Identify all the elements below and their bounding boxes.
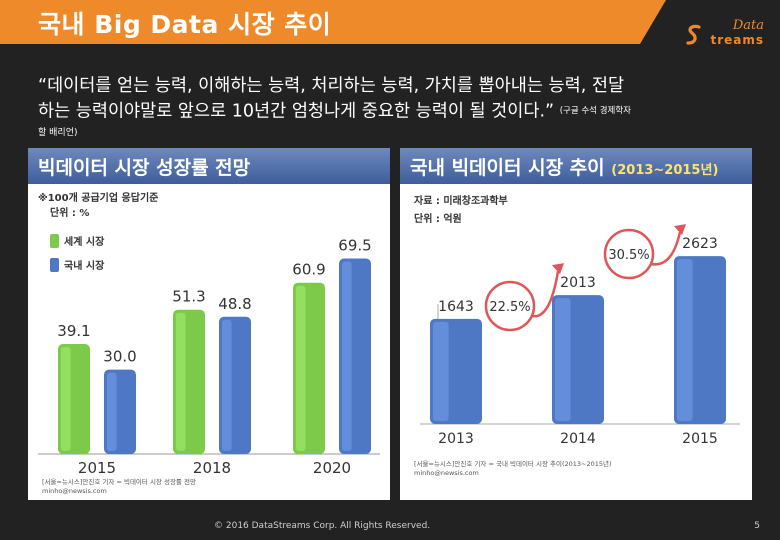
x-tick-1: 2018 bbox=[193, 459, 231, 477]
value-label-1-1: 48.8 bbox=[218, 295, 251, 313]
growth-bubble-1 bbox=[603, 228, 655, 280]
trend-value-2: 2623 bbox=[682, 236, 718, 252]
value-label-0-1: 51.3 bbox=[172, 288, 205, 306]
slide-title: 국내 Big Data 시장 추이 bbox=[38, 10, 332, 39]
quote-line-2-wrapper: 하는 능력이야말로 앞으로 10년간 엄청나게 중요한 능력이 될 것이다.” … bbox=[38, 99, 768, 125]
quote-text: “데이터를 얻는 능력, 이해하는 능력, 처리하는 능력, 가치를 뽑아내는 … bbox=[38, 74, 768, 125]
chart1-unit: 단위 : % bbox=[50, 206, 89, 219]
growth-forecast-header: 빅데이터 시장 성장률 전망 bbox=[28, 148, 390, 184]
chart1-source: [서울=뉴시스]안진호 기자 = 빅데이터 시장 성장률 전망 bbox=[42, 477, 196, 486]
legend-swatch-1 bbox=[50, 258, 59, 272]
growth-label-1: 30.5% bbox=[608, 248, 649, 263]
chart2-source-label: 자료 : 미래창조과학부 bbox=[414, 194, 508, 207]
domestic-trend-chart: 자료 : 미래창조과학부 단위 : 억원 [서울=뉴시스]안진호 기자 = 국내… bbox=[414, 194, 740, 477]
trend-bar-2-highlight bbox=[677, 259, 693, 421]
logo-word-streams: treams bbox=[710, 33, 764, 47]
domestic-trend-title-wrapper: 국내 빅데이터 시장 추이 (2013~2015년) bbox=[410, 153, 718, 180]
quote-source-continued: 할 배리언) bbox=[38, 128, 78, 138]
value-label-0-2: 60.9 bbox=[292, 261, 325, 279]
trend-bar-1-highlight bbox=[555, 298, 571, 421]
growth-label-0: 22.5% bbox=[489, 300, 530, 315]
trend-x-tick-2: 2015 bbox=[682, 431, 718, 447]
bar-0-2-highlight bbox=[296, 285, 306, 451]
bar-0-1-highlight bbox=[176, 312, 186, 451]
growth-forecast-panel: 빅데이터 시장 성장률 전망 ※100개 공급기업 응답기준 단위 : % [서… bbox=[28, 148, 390, 500]
x-tick-0: 2015 bbox=[78, 459, 116, 477]
trend-value-1: 2013 bbox=[560, 275, 596, 291]
chart1-email: minho@newsis.com bbox=[42, 487, 107, 495]
bar-1-0-highlight bbox=[107, 372, 117, 451]
s-swoosh-icon bbox=[686, 24, 701, 45]
value-label-1-0: 30.0 bbox=[103, 348, 136, 366]
quote-line-1: “데이터를 얻는 능력, 이해하는 능력, 처리하는 능력, 가치를 뽑아내는 … bbox=[38, 76, 625, 96]
chart2-unit-label: 단위 : 억원 bbox=[414, 212, 462, 225]
growth-forecast-chart: ※100개 공급기업 응답기준 단위 : % [서울=뉴시스]안진호 기자 = … bbox=[38, 191, 380, 495]
bar-0-0-highlight bbox=[61, 347, 71, 451]
page-number: 5 bbox=[754, 521, 760, 531]
value-label-1-2: 69.5 bbox=[338, 237, 371, 255]
chart2-credit: [서울=뉴시스]안진호 기자 = 국내 빅데이터 시장 추이(2013~2015… bbox=[414, 459, 612, 468]
domestic-trend-panel: 국내 빅데이터 시장 추이 (2013~2015년) 자료 : 미래창조과학부 … bbox=[400, 148, 752, 500]
chart2-email: minho@newsis.com bbox=[414, 469, 479, 477]
datastreams-logo: Data treams bbox=[686, 18, 766, 50]
trend-bar-0-highlight bbox=[433, 321, 449, 421]
growth-arrowhead-1 bbox=[674, 224, 686, 236]
growth-arrow-0 bbox=[531, 270, 560, 318]
domestic-trend-header: 국내 빅데이터 시장 추이 (2013~2015년) bbox=[400, 148, 752, 184]
footer-copyright: © 2016 DataStreams Corp. All Rights Rese… bbox=[214, 521, 431, 531]
trend-x-tick-0: 2013 bbox=[438, 431, 474, 447]
growth-arrowhead-0 bbox=[552, 263, 564, 275]
growth-arrow-1 bbox=[650, 231, 682, 266]
bar-1-2-highlight bbox=[342, 261, 352, 451]
domestic-trend-period: (2013~2015년) bbox=[611, 163, 719, 178]
title-bar: 국내 Big Data 시장 추이 bbox=[0, 0, 666, 44]
chart1-note: ※100개 공급기업 응답기준 bbox=[38, 191, 158, 204]
domestic-trend-title: 국내 빅데이터 시장 추이 bbox=[410, 157, 605, 179]
legend-swatch-0 bbox=[50, 234, 59, 248]
growth-bubble-0 bbox=[484, 280, 536, 332]
x-tick-2: 2020 bbox=[313, 459, 351, 477]
value-label-0-0: 39.1 bbox=[57, 322, 90, 340]
trend-x-tick-1: 2014 bbox=[560, 431, 596, 447]
quote-line-2: 하는 능력이야말로 앞으로 10년간 엄청나게 중요한 능력이 될 것이다.” bbox=[38, 101, 555, 122]
bar-1-1-highlight bbox=[222, 319, 232, 451]
legend-label-1: 국내 시장 bbox=[64, 259, 105, 272]
legend-label-0: 세계 시장 bbox=[64, 235, 105, 248]
logo-word-data: Data bbox=[732, 18, 764, 33]
quote-source: (구글 수석 경제학자 bbox=[559, 106, 631, 116]
trend-value-0: 1643 bbox=[438, 299, 474, 315]
growth-forecast-title: 빅데이터 시장 성장률 전망 bbox=[38, 157, 251, 179]
